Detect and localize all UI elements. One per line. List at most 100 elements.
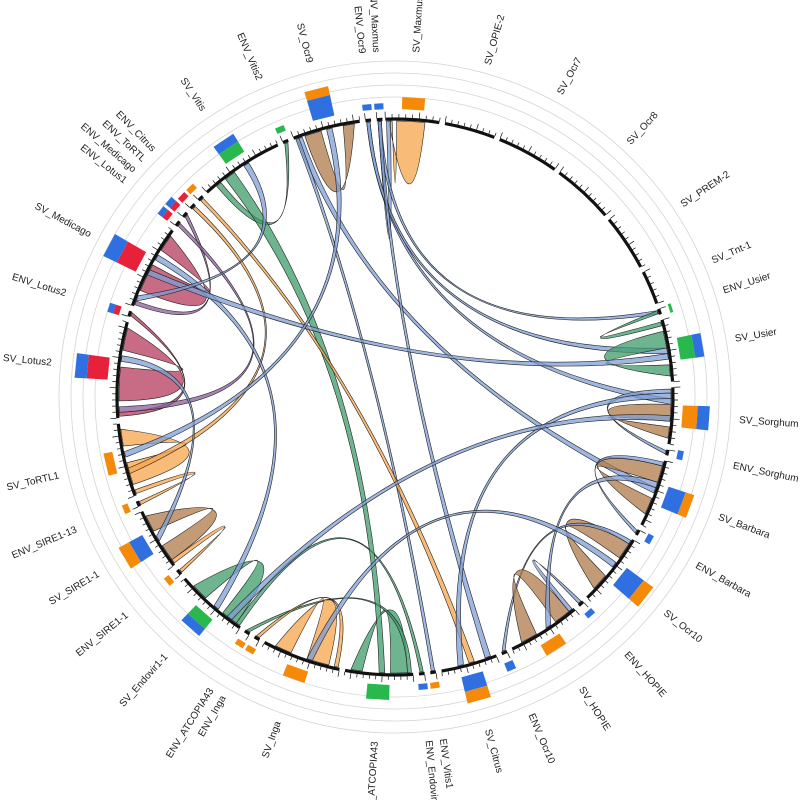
segment-label: ENV_Endovir1: [423, 740, 440, 800]
tick-mark: [648, 514, 652, 517]
tick-mark: [157, 242, 161, 245]
link-ribbon: [350, 609, 408, 674]
tick-mark: [126, 484, 130, 487]
segment-arc: [385, 117, 440, 125]
tick-mark: [533, 151, 537, 155]
tick-mark: [512, 650, 515, 654]
segment-label: ENV_Barbara: [693, 561, 753, 601]
segment-sv_ocr8: SV_Ocr8: [558, 110, 661, 217]
tick-mark: [115, 350, 120, 352]
segment-env_sire1-13: ENV_SIRE1-13: [10, 500, 141, 561]
tick-mark: [169, 220, 175, 226]
tick-mark: [597, 202, 601, 206]
link-ribbon: [564, 518, 630, 589]
tick-mark: [671, 437, 675, 439]
tick-mark: [602, 206, 606, 210]
histogram-bar: [213, 133, 238, 155]
tick-mark: [320, 121, 324, 128]
segment-arc: [116, 423, 137, 497]
histogram-bar: [121, 503, 131, 515]
histogram-bar: [107, 302, 116, 314]
tick-mark: [349, 672, 352, 679]
histogram-bar: [129, 534, 154, 563]
segment-arc: [577, 600, 585, 607]
tick-mark: [666, 330, 671, 332]
segment-sv_opie-2: SV_OPIE-2: [444, 13, 508, 139]
tick-mark: [279, 135, 283, 142]
segment-label: ENV_SIRE1-13: [10, 524, 79, 561]
segment-label: ENV_Ocr10: [526, 712, 557, 766]
segment-sv_maxmus: SV_Maxmus: [384, 0, 441, 125]
tick-mark: [119, 460, 123, 462]
tick-mark: [518, 647, 521, 652]
histogram-bar: [676, 334, 696, 360]
segment-arc: [499, 137, 556, 171]
tick-mark: [296, 658, 298, 663]
tick-mark: [212, 180, 216, 184]
tick-mark: [614, 221, 618, 224]
tick-mark: [454, 670, 456, 674]
tick-mark: [439, 117, 441, 122]
tick-mark: [653, 502, 658, 505]
tick-mark: [136, 280, 141, 283]
tick-mark: [145, 528, 149, 532]
tick-mark: [118, 454, 122, 456]
segment-arc: [344, 668, 414, 677]
tick-mark: [197, 597, 201, 601]
tick-mark: [555, 625, 559, 629]
histogram-bar: [275, 124, 286, 135]
tick-mark: [496, 657, 500, 663]
segment-arc: [418, 671, 425, 676]
tick-mark: [319, 666, 322, 671]
tick-mark: [315, 125, 317, 129]
tick-mark: [670, 348, 677, 351]
tick-mark: [441, 672, 443, 677]
segment-label: SV_Ocr7: [555, 55, 584, 96]
link-ribbon: [512, 569, 570, 643]
link-ribbon: [193, 560, 265, 624]
link-ribbon: [455, 392, 672, 667]
tick-mark: [122, 472, 127, 475]
link-ribbon: [120, 355, 195, 542]
segment-sv_prem-2: SV_PREM-2: [607, 169, 732, 268]
link-ribbon: [147, 269, 669, 367]
tick-mark: [523, 644, 528, 651]
tick-mark: [658, 300, 664, 304]
link-ribbon: [134, 471, 196, 505]
segment-label: ENV_Lotus2: [11, 272, 68, 299]
tick-mark: [184, 203, 190, 208]
tick-mark: [624, 556, 628, 559]
tick-mark: [247, 154, 251, 159]
tick-mark: [592, 594, 596, 598]
tick-mark: [267, 646, 270, 650]
segment-arc: [641, 271, 659, 305]
tick-mark: [155, 545, 159, 548]
tick-mark: [245, 635, 250, 641]
segment-arc: [365, 118, 372, 123]
histogram-bar: [163, 574, 175, 586]
tick-mark: [290, 656, 293, 661]
tick-mark: [165, 561, 170, 564]
tick-mark: [222, 172, 225, 176]
segment-label: SV_Vitis: [178, 76, 208, 113]
tick-mark: [147, 258, 152, 261]
tick-mark: [640, 530, 646, 534]
segment-env_tortl: ENV_ToRTL: [100, 119, 196, 210]
tick-mark: [634, 540, 641, 545]
segment-label: ENV_Ocr9: [352, 6, 368, 55]
link-ribbon: [216, 142, 290, 226]
tick-mark: [596, 589, 602, 595]
link-ribbon: [127, 206, 267, 475]
tick-mark: [609, 214, 616, 219]
tick-mark: [666, 460, 673, 463]
tick-mark: [235, 628, 240, 635]
tick-mark: [124, 478, 128, 481]
tick-mark: [161, 237, 165, 240]
tick-mark: [339, 119, 342, 123]
histogram-bar: [103, 234, 128, 263]
link-ribbon: [388, 120, 426, 185]
histogram-bar: [418, 683, 428, 691]
link-ribbon: [135, 162, 267, 302]
tick-mark: [564, 172, 568, 176]
histogram-bar: [162, 210, 173, 221]
